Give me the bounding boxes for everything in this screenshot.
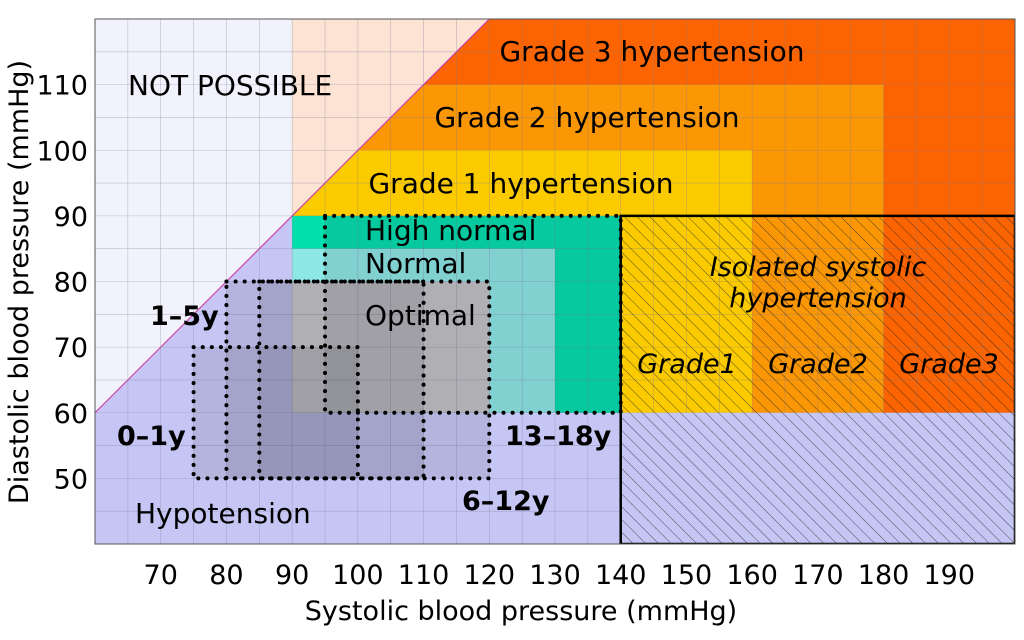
y-tick-label: 110: [36, 71, 88, 102]
y-tick-label: 80: [54, 268, 88, 299]
region-hypotension-lower: [292, 412, 621, 544]
age-label-13-18y: 13–18y: [505, 421, 612, 452]
x-tick-label: 140: [595, 560, 647, 591]
y-axis-label: Diastolic blood pressure (mmHg): [4, 60, 35, 504]
x-tick-label: 110: [398, 560, 450, 591]
high-normal-label: High normal: [365, 214, 536, 247]
x-tick-label: 160: [726, 560, 778, 591]
y-tick-label: 60: [54, 399, 88, 430]
x-tick-label: 170: [792, 560, 844, 591]
not-possible-label: NOT POSSIBLE: [128, 69, 332, 102]
diagonal-boundary: [95, 19, 490, 414]
isolated-grade1-label: Grade1: [637, 349, 737, 380]
x-tick-label: 150: [661, 560, 713, 591]
y-tick-label: 90: [54, 202, 88, 233]
x-tick-label: 80: [209, 560, 243, 591]
isolated-hatch: [620, 215, 1015, 544]
x-tick-label: 180: [858, 560, 910, 591]
optimal-label: Optimal: [365, 299, 476, 332]
x-tick-label: 190: [924, 560, 976, 591]
normal-label: Normal: [365, 247, 466, 280]
grade1-label: Grade 1 hypertension: [368, 167, 673, 200]
age-shade-6-12y: [259, 281, 490, 479]
isolated-title-line2: hypertension: [729, 283, 906, 314]
axis-ticks: 70 80 90 100 110 120 130 140 150 160 170 180 190 50 60…: [36, 71, 975, 591]
y-tick-label: 70: [54, 333, 88, 364]
isolated-frame: [619, 214, 1015, 544]
x-tick-label: 130: [529, 560, 581, 591]
isolated-grade3-label: Grade3: [899, 349, 999, 380]
isolated-title-line1: Isolated systolic: [710, 252, 927, 283]
grade3-label: Grade 3 hypertension: [499, 35, 804, 68]
age-label-6-12y: 6–12y: [462, 486, 550, 517]
age-box-6-12y: [257, 279, 492, 481]
age-label-1-5y: 1–5y: [150, 301, 219, 332]
x-tick-label: 90: [275, 560, 309, 591]
age-shade-13-18y: [325, 215, 621, 413]
x-tick-label: 70: [144, 560, 178, 591]
age-label-0-1y: 0–1y: [117, 421, 186, 452]
plot-area: [95, 19, 1015, 544]
hypotension-label: Hypotension: [135, 497, 311, 530]
y-tick-label: 100: [36, 136, 88, 167]
isolated-systolic-hatch: [619, 214, 1015, 544]
plot-frame: [94, 18, 1016, 545]
isolated-grade2-label: Grade2: [768, 349, 868, 380]
age-box-0-1y: [191, 345, 360, 481]
grade2-label: Grade 2 hypertension: [434, 101, 739, 134]
x-axis-label: Systolic blood pressure (mmHg): [305, 596, 737, 627]
x-tick-label: 100: [332, 560, 384, 591]
x-tick-label: 120: [464, 560, 516, 591]
y-tick-label: 50: [54, 464, 88, 495]
age-group-boxes: [191, 213, 623, 481]
